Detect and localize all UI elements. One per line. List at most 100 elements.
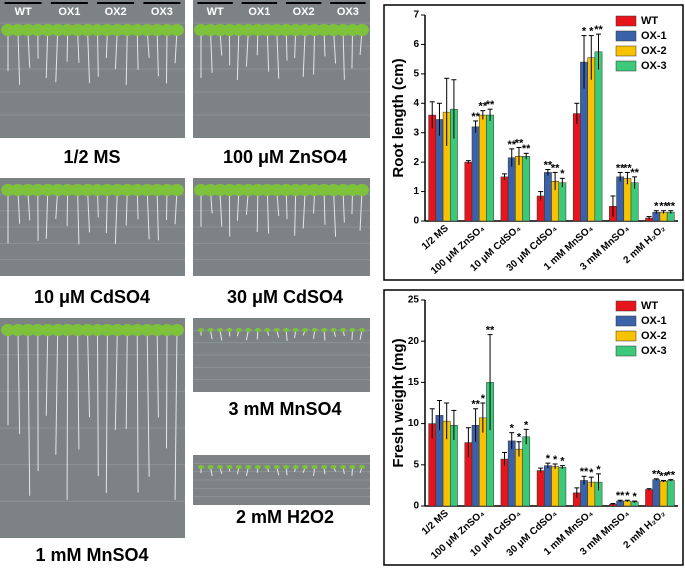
leaf	[120, 324, 135, 336]
leaf	[235, 465, 242, 469]
lane-label: WT	[207, 6, 224, 18]
root	[66, 189, 69, 227]
legend-label: WT	[641, 15, 658, 27]
leaf	[330, 328, 337, 332]
root	[114, 329, 118, 430]
bar	[428, 114, 437, 222]
leaf	[1, 184, 15, 196]
y-axis-title: Root length (cm)	[390, 58, 407, 177]
significance: **	[666, 470, 675, 482]
leaf	[245, 328, 252, 332]
significance: **	[616, 490, 625, 502]
leaf	[130, 24, 145, 36]
legend-label: OX-2	[641, 330, 667, 342]
leaf	[70, 24, 85, 36]
leaf	[20, 184, 35, 196]
leaf	[150, 324, 165, 336]
leaf	[160, 324, 175, 336]
bar	[659, 481, 668, 507]
lane-label: WT	[15, 6, 32, 18]
root	[256, 189, 259, 233]
y-tick-label: 0	[413, 216, 419, 227]
root	[105, 189, 108, 234]
significance: *	[589, 467, 594, 479]
bar	[500, 176, 509, 222]
y-tick-label: 7	[413, 10, 419, 21]
root	[146, 329, 150, 477]
root	[87, 189, 91, 233]
root	[96, 329, 99, 477]
y-tick-label: 5	[413, 68, 419, 79]
leaf	[207, 328, 214, 332]
significance: **	[666, 201, 675, 213]
root	[55, 29, 59, 83]
photo-label: 2 mM H2O2	[236, 507, 334, 527]
leaf	[170, 24, 184, 36]
legend-label: OX-2	[641, 45, 667, 57]
y-tick-label: 3	[413, 127, 419, 138]
root	[66, 329, 69, 500]
bar	[587, 57, 596, 222]
bar	[616, 176, 625, 222]
bar	[471, 126, 480, 222]
y-tick-label: 10	[408, 418, 420, 429]
leaf	[120, 184, 135, 196]
leaf	[150, 24, 165, 36]
root	[165, 329, 168, 449]
root	[236, 29, 240, 80]
root	[136, 29, 139, 70]
significance: **	[507, 139, 516, 151]
photo-label: 1 mM MnSO4	[35, 545, 148, 565]
legend-swatch	[615, 45, 637, 57]
leaf	[340, 328, 347, 332]
leaf	[292, 328, 299, 332]
leaf	[330, 465, 337, 469]
root	[27, 329, 31, 496]
leaf	[30, 324, 45, 336]
significance: *	[481, 393, 486, 405]
root	[333, 189, 337, 237]
root	[313, 29, 316, 75]
legend-label: WT	[641, 300, 658, 312]
root	[114, 189, 118, 245]
leaf	[321, 328, 328, 332]
leaf	[80, 24, 95, 36]
leaf	[170, 324, 184, 336]
legend-swatch	[615, 330, 637, 342]
leaf	[50, 324, 65, 336]
leaf	[90, 324, 105, 336]
bar	[623, 178, 632, 222]
root	[125, 29, 128, 86]
leaf	[50, 184, 65, 196]
leaf	[50, 24, 65, 36]
significance: *	[517, 432, 522, 444]
leaf	[207, 465, 214, 469]
significance: **	[471, 111, 480, 123]
leaf	[130, 184, 145, 196]
leaf	[60, 324, 75, 336]
leaf	[170, 184, 184, 196]
root	[156, 29, 159, 77]
root	[245, 29, 249, 67]
significance: *	[510, 423, 515, 435]
root	[87, 329, 91, 418]
leaf	[302, 328, 309, 332]
significance: **	[623, 162, 632, 174]
legend-swatch	[615, 30, 637, 42]
bar	[478, 114, 487, 222]
root	[174, 329, 178, 500]
root	[351, 29, 354, 69]
photo-label: 10 μM CdSO4	[34, 287, 150, 307]
lane-label: OX2	[105, 6, 127, 18]
significance: *	[524, 419, 529, 431]
leaf	[40, 24, 55, 36]
leaf	[160, 24, 175, 36]
leaf	[321, 465, 328, 469]
leaf	[355, 184, 369, 196]
significance: **	[659, 201, 668, 213]
bar	[558, 467, 567, 507]
significance: **	[486, 99, 495, 111]
significance: **	[616, 162, 625, 174]
root	[17, 29, 21, 85]
y-tick-label: 15	[408, 377, 420, 388]
